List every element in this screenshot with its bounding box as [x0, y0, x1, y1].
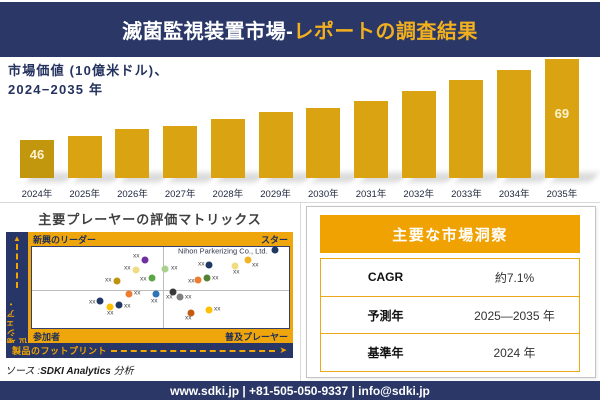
- insights-row: 基準年 2024 年: [321, 334, 579, 371]
- x-axis-tick-label: 2033年: [451, 189, 482, 200]
- x-axis-tick-label: 2030年: [307, 189, 339, 200]
- insights-table: CAGR 約7.1% 予測年 2025—2035 年基準年 2024 年: [320, 258, 580, 372]
- insights-title: 主要な市場洞察: [320, 215, 580, 253]
- bar-value-label: 46: [29, 146, 45, 162]
- dashed-line-horizontal: [111, 349, 276, 352]
- x-axis-tick-label: 2029年: [260, 189, 291, 200]
- bar-2034年: [497, 69, 532, 178]
- x-axis-tick-label: 2027年: [164, 189, 196, 200]
- insights-row-value: 2025—2035 年: [474, 308, 555, 323]
- footer-contact-text: www.sdki.jp | +81-505-050-9337 | info@sd…: [170, 383, 430, 398]
- matrix-x-axis-label: 製品のフットプリント: [12, 346, 108, 356]
- bar-2028年: [210, 118, 245, 178]
- arrow-up-icon: ▲: [13, 234, 21, 243]
- insights-row-label: 予測年: [367, 308, 404, 323]
- section-divider: [0, 202, 600, 203]
- chart-subtitle-line2: 2024−2035 年: [8, 81, 104, 97]
- page-title-primary: 滅菌監視装置市場-: [122, 21, 294, 43]
- matrix-title: 主要プレーヤーの評価マトリックス: [38, 212, 262, 227]
- quadrant-divider-horizontal: [32, 290, 289, 291]
- chart-subtitle: 市場価値 (10億米ドル)、 2024−2035 年: [8, 62, 169, 100]
- quadrant-label-top-left: 新興のリーダー: [33, 234, 97, 245]
- bar-2024年: 46: [20, 139, 54, 178]
- bar-2031年: [354, 101, 389, 178]
- page-title: 滅菌監視装置市場-レポートの調査結果: [122, 15, 478, 44]
- source-note: ソース :SDKI Analytics 分析: [5, 362, 134, 377]
- x-axis-tick-label: 2025年: [69, 189, 101, 200]
- footer-bar: www.sdki.jp | +81-505-050-9337 | info@sd…: [0, 381, 600, 400]
- insights-panel: 主要な市場洞察 CAGR 約7.1% 予測年 2025—2035 年基準年 2024 年: [306, 206, 596, 378]
- insights-row-label: CAGR: [367, 270, 404, 285]
- source-suffix: 分析: [110, 366, 134, 377]
- matrix-y-axis: ▲ 市場シェア・順位: [6, 232, 28, 358]
- insights-row-label: 基準年: [367, 346, 404, 361]
- bar-2027年: [163, 125, 198, 178]
- x-axis-tick-label: 2024年: [21, 189, 53, 200]
- bar-2030年: [306, 108, 341, 178]
- insights-row-value: 約7.1%: [494, 270, 535, 285]
- bar-chart: 46 2024年 2025年 2026年 2027年 2028年 2029年 2030年 203…: [20, 59, 599, 200]
- x-axis-tick-label: 2034年: [498, 189, 530, 200]
- matrix-top-band: 新興のリーダー スター: [28, 232, 293, 246]
- bar-2026年: [115, 129, 150, 178]
- bar-2025年: [67, 136, 102, 178]
- dashed-line-vertical: [16, 244, 18, 288]
- bar-2033年: [449, 80, 484, 178]
- matrix-plot-area: [31, 246, 290, 329]
- matrix-x-axis: 製品のフットプリント ➤: [6, 343, 293, 358]
- source-prefix: ソース :: [5, 366, 41, 377]
- quadrant-divider-vertical: [163, 247, 164, 328]
- column-divider: [300, 203, 301, 381]
- bar-2035年: 69: [544, 59, 579, 178]
- x-axis-tick-label: 2031年: [355, 189, 387, 200]
- insights-row-value: 2024 年: [493, 346, 536, 361]
- header-banner: 滅菌監視装置市場-レポートの調査結果: [0, 2, 600, 57]
- arrow-right-icon: ➤: [279, 345, 287, 355]
- bar-value-label: 69: [554, 106, 570, 121]
- bar-2032年: [401, 90, 436, 178]
- x-axis-tick-label: 2026年: [117, 189, 148, 200]
- x-axis-tick-label: 2032年: [403, 189, 435, 200]
- bar-2029年: [258, 111, 293, 178]
- x-axis-tick-label: 2035年: [546, 189, 578, 200]
- matrix-bottom-band: 参加者 普及プレーヤー: [28, 329, 293, 343]
- insights-row: 予測年 2025—2035 年: [321, 297, 579, 335]
- quadrant-label-bottom-left: 参加者: [33, 331, 61, 342]
- page-title-accent: レポートの調査結果: [293, 21, 478, 43]
- quadrant-label-top-right: スター: [260, 234, 288, 245]
- insights-row: CAGR 約7.1%: [321, 259, 579, 297]
- quadrant-label-bottom-right: 普及プレーヤー: [224, 331, 288, 342]
- x-axis-tick-label: 2028年: [212, 189, 244, 200]
- chart-subtitle-line1: 市場価値 (10億米ドル)、: [8, 63, 169, 78]
- source-name: SDKI Analytics: [40, 366, 111, 377]
